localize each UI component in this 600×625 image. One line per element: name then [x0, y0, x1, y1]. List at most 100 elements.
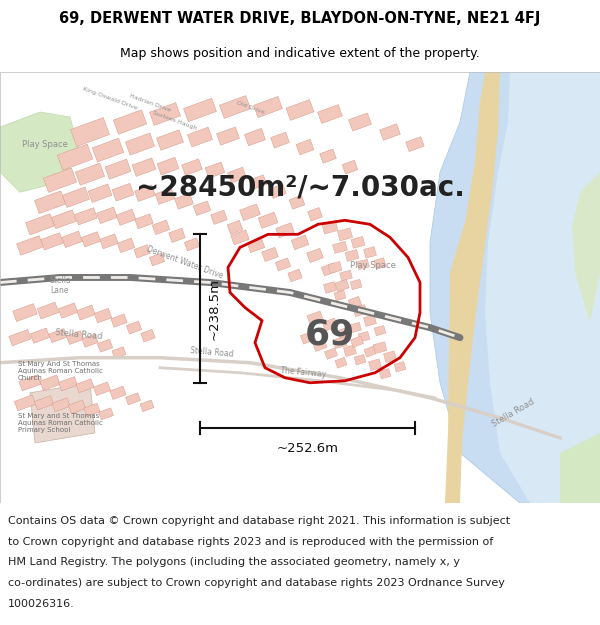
Polygon shape: [485, 72, 600, 503]
Polygon shape: [379, 369, 391, 379]
Polygon shape: [157, 158, 179, 175]
Polygon shape: [307, 311, 323, 324]
Polygon shape: [17, 236, 43, 255]
Polygon shape: [76, 379, 94, 392]
Text: 69, DERWENT WATER DRIVE, BLAYDON-ON-TYNE, NE21 4FJ: 69, DERWENT WATER DRIVE, BLAYDON-ON-TYNE…: [59, 11, 541, 26]
Polygon shape: [333, 337, 347, 349]
Polygon shape: [82, 334, 98, 348]
Polygon shape: [276, 223, 294, 238]
Polygon shape: [307, 248, 323, 262]
Text: to Crown copyright and database rights 2023 and is reproduced with the permissio: to Crown copyright and database rights 2…: [8, 536, 493, 546]
Polygon shape: [169, 228, 185, 242]
Polygon shape: [112, 347, 126, 359]
Polygon shape: [291, 235, 309, 249]
Polygon shape: [350, 279, 362, 289]
Polygon shape: [52, 398, 70, 412]
Polygon shape: [34, 396, 53, 410]
Polygon shape: [337, 327, 351, 339]
Polygon shape: [354, 354, 366, 365]
Polygon shape: [351, 236, 365, 248]
Polygon shape: [262, 248, 278, 261]
Polygon shape: [349, 322, 361, 333]
Polygon shape: [353, 304, 367, 316]
Text: Contains OS data © Crown copyright and database right 2021. This information is : Contains OS data © Crown copyright and d…: [8, 516, 510, 526]
Polygon shape: [368, 359, 382, 371]
Polygon shape: [62, 231, 82, 248]
Polygon shape: [374, 258, 386, 269]
Polygon shape: [94, 308, 112, 323]
Polygon shape: [116, 209, 136, 226]
Polygon shape: [286, 99, 314, 121]
Polygon shape: [350, 336, 364, 348]
Text: HM Land Registry. The polygons (including the associated geometry, namely x, y: HM Land Registry. The polygons (includin…: [8, 558, 460, 568]
Polygon shape: [364, 247, 376, 258]
Text: Stella Road: Stella Road: [190, 346, 234, 359]
Polygon shape: [26, 214, 55, 235]
Polygon shape: [296, 139, 314, 155]
Polygon shape: [289, 195, 305, 209]
Polygon shape: [239, 204, 260, 221]
Polygon shape: [358, 331, 370, 342]
Polygon shape: [140, 400, 154, 412]
Polygon shape: [227, 221, 243, 234]
Polygon shape: [92, 138, 124, 162]
Polygon shape: [406, 137, 424, 151]
Text: St Mary and St Thomas
Aquinas Roman Catholic
Primary School: St Mary and St Thomas Aquinas Roman Cath…: [18, 413, 103, 433]
Polygon shape: [254, 96, 283, 118]
Text: King Oswald Drive: King Oswald Drive: [82, 86, 138, 111]
Polygon shape: [49, 329, 67, 342]
Polygon shape: [112, 183, 134, 201]
Text: 69: 69: [305, 318, 355, 352]
Polygon shape: [57, 144, 93, 170]
Text: 100026316.: 100026316.: [8, 599, 74, 609]
Polygon shape: [31, 328, 50, 343]
Polygon shape: [187, 127, 212, 147]
Text: Surtees Haugh: Surtees Haugh: [152, 111, 198, 131]
Text: Play Space: Play Space: [22, 139, 68, 149]
Polygon shape: [322, 263, 337, 276]
Polygon shape: [323, 282, 337, 293]
Polygon shape: [220, 96, 251, 118]
Polygon shape: [34, 191, 65, 214]
Polygon shape: [328, 261, 342, 273]
Polygon shape: [97, 339, 113, 352]
Polygon shape: [244, 128, 266, 146]
Polygon shape: [62, 187, 89, 208]
Polygon shape: [270, 184, 286, 198]
Polygon shape: [317, 104, 343, 123]
Polygon shape: [313, 340, 327, 351]
Polygon shape: [141, 329, 155, 342]
Polygon shape: [182, 159, 202, 176]
Polygon shape: [374, 326, 386, 336]
Polygon shape: [342, 160, 358, 174]
Polygon shape: [271, 132, 289, 148]
Polygon shape: [98, 408, 113, 420]
Polygon shape: [37, 302, 59, 319]
Polygon shape: [14, 395, 35, 411]
Polygon shape: [348, 296, 362, 309]
Polygon shape: [364, 346, 376, 357]
Polygon shape: [217, 127, 239, 145]
Polygon shape: [68, 400, 86, 414]
Polygon shape: [41, 232, 63, 250]
Polygon shape: [125, 133, 155, 155]
Polygon shape: [247, 238, 265, 252]
Text: Stella Road: Stella Road: [55, 328, 103, 341]
Polygon shape: [258, 213, 278, 228]
Polygon shape: [301, 331, 316, 344]
Polygon shape: [157, 130, 184, 151]
Text: St Mary And St Thomas
Aquinas Roman Catholic
Church: St Mary And St Thomas Aquinas Roman Cath…: [18, 361, 103, 381]
Text: Derwent Water Drive: Derwent Water Drive: [146, 244, 224, 281]
Polygon shape: [320, 149, 336, 163]
Text: co-ordinates) are subject to Crown copyright and database rights 2023 Ordnance S: co-ordinates) are subject to Crown copyr…: [8, 578, 505, 588]
Text: Stella
Lane: Stella Lane: [50, 276, 72, 295]
Polygon shape: [288, 269, 302, 282]
Polygon shape: [227, 168, 247, 183]
Polygon shape: [94, 382, 110, 396]
Polygon shape: [149, 253, 164, 266]
Polygon shape: [373, 342, 387, 354]
Polygon shape: [111, 314, 127, 328]
Polygon shape: [135, 214, 153, 229]
Polygon shape: [356, 259, 370, 270]
Polygon shape: [249, 175, 267, 189]
